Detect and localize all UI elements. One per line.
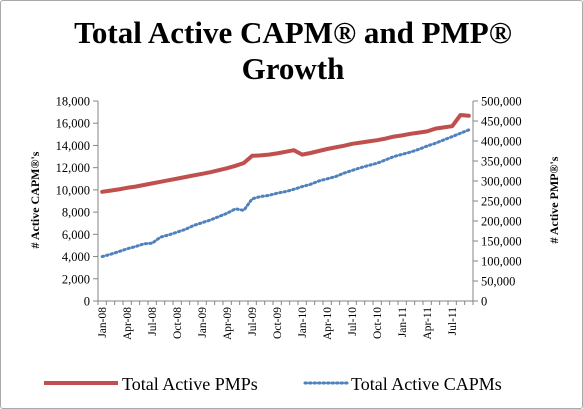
x-tick-label: Jan-08	[97, 307, 109, 338]
legend-label-capms: Total Active CAPMs	[351, 374, 502, 394]
series-group	[100, 113, 471, 259]
left-tick-label: 16,000	[56, 117, 90, 131]
x-tick-label: Apr-09	[222, 307, 234, 340]
left-tick-label: 12,000	[56, 161, 90, 175]
x-tick-label: Oct-09	[272, 307, 284, 339]
x-tick-label: Jan-10	[297, 307, 309, 338]
x-axis-ticks: Jan-08 Apr-08 Jul-08 Oct-08 Jan-09 Apr-09 Jul-…	[97, 301, 474, 340]
y-axis-right-label: # Active PMP®'s	[547, 156, 561, 243]
left-tick-label: 0	[84, 295, 90, 309]
x-tick-label: Oct-10	[372, 307, 384, 339]
left-tick-label: 18,000	[56, 95, 90, 109]
right-axis-ticks: 0 50,000 100,000 150,000 200,000 250,000 300,0…	[473, 95, 522, 309]
right-tick-label: 0	[481, 295, 487, 309]
x-tick-label: Apr-08	[122, 307, 134, 340]
right-tick-label: 500,000	[481, 95, 522, 109]
right-tick-label: 50,000	[481, 275, 515, 289]
x-tick-label: Apr-11	[422, 307, 434, 340]
chart-title-line-1: Total Active CAPM® and PMP®	[74, 15, 512, 50]
left-axis-ticks: 0 2,000 4,000 6,000 8,000 10,000 12,000 14,000 1…	[56, 95, 98, 309]
legend-label-pmps: Total Active PMPs	[122, 374, 258, 394]
left-tick-label: 2,000	[62, 272, 90, 286]
series-line-capms	[100, 128, 471, 259]
x-tick-label: Jan-11	[397, 307, 409, 337]
x-tick-label: Oct-08	[172, 307, 184, 339]
x-tick-label: Jan-09	[197, 307, 209, 338]
right-tick-label: 450,000	[481, 115, 522, 129]
legend: Total Active PMPs Total Active CAPMs	[44, 374, 502, 394]
left-tick-label: 10,000	[56, 183, 90, 197]
x-tick-label: Jul-11	[447, 307, 459, 336]
chart-title-line-2: Growth	[242, 51, 345, 86]
left-tick-label: 6,000	[62, 228, 90, 242]
left-tick-label: 8,000	[62, 206, 90, 220]
right-tick-label: 150,000	[481, 235, 522, 249]
right-tick-label: 200,000	[481, 215, 522, 229]
right-tick-label: 250,000	[481, 195, 522, 209]
right-tick-label: 350,000	[481, 155, 522, 169]
left-tick-label: 14,000	[56, 139, 90, 153]
right-tick-label: 300,000	[481, 175, 522, 189]
right-tick-label: 400,000	[481, 135, 522, 149]
x-tick-label: Apr-10	[322, 307, 334, 340]
x-tick-label: Jul-08	[147, 307, 159, 336]
right-tick-label: 100,000	[481, 255, 522, 269]
y-axis-left-label: # Active CAPM®'s	[28, 151, 42, 248]
x-tick-label: Jul-09	[247, 307, 259, 336]
series-line-pmps	[100, 113, 471, 194]
left-tick-label: 4,000	[62, 250, 90, 264]
x-tick-label: Jul-10	[347, 307, 359, 336]
